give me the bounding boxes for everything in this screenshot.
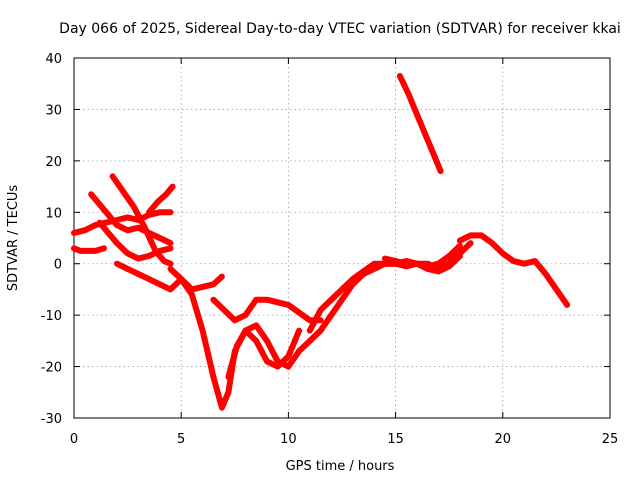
x-axis-label: GPS time / hours — [286, 459, 395, 474]
x-axis-ticks: 0 5 10 15 20 25 — [70, 58, 618, 447]
series-track-6 — [146, 183, 176, 216]
y-tick-label: 20 — [45, 155, 62, 170]
x-tick-label: 20 — [495, 432, 512, 447]
y-axis-label: SDTVAR / TECUs — [6, 185, 21, 292]
plot-frame — [73, 57, 611, 419]
y-tick-label: -20 — [41, 361, 62, 376]
data-series — [71, 73, 571, 411]
chart-title: Day 066 of 2025, Sidereal Day-to-day VTE… — [59, 21, 621, 37]
series-track-5 — [109, 173, 174, 267]
y-tick-label: -30 — [41, 412, 62, 427]
series-track-9 — [210, 296, 324, 324]
x-tick-label: 10 — [280, 432, 297, 447]
series-track-2 — [71, 245, 107, 254]
x-tick-label: 25 — [602, 432, 619, 447]
y-tick-label: 30 — [45, 103, 62, 118]
y-tick-label: 0 — [54, 258, 62, 273]
series-track-12 — [381, 253, 463, 275]
series-track-13 — [456, 232, 571, 308]
x-tick-label: 5 — [177, 432, 185, 447]
series-track-1 — [71, 209, 174, 236]
series-track-3 — [88, 191, 174, 247]
x-tick-label: 0 — [70, 432, 78, 447]
y-axis-ticks: -30 -20 -10 0 10 20 30 40 — [41, 52, 610, 427]
series-track-8 — [167, 265, 225, 293]
series-track-7 — [113, 260, 303, 411]
y-tick-label: 10 — [45, 206, 62, 221]
series-track-14 — [396, 73, 444, 175]
y-tick-label: -10 — [41, 309, 62, 324]
y-tick-label: 40 — [45, 52, 62, 67]
x-tick-label: 15 — [387, 432, 404, 447]
